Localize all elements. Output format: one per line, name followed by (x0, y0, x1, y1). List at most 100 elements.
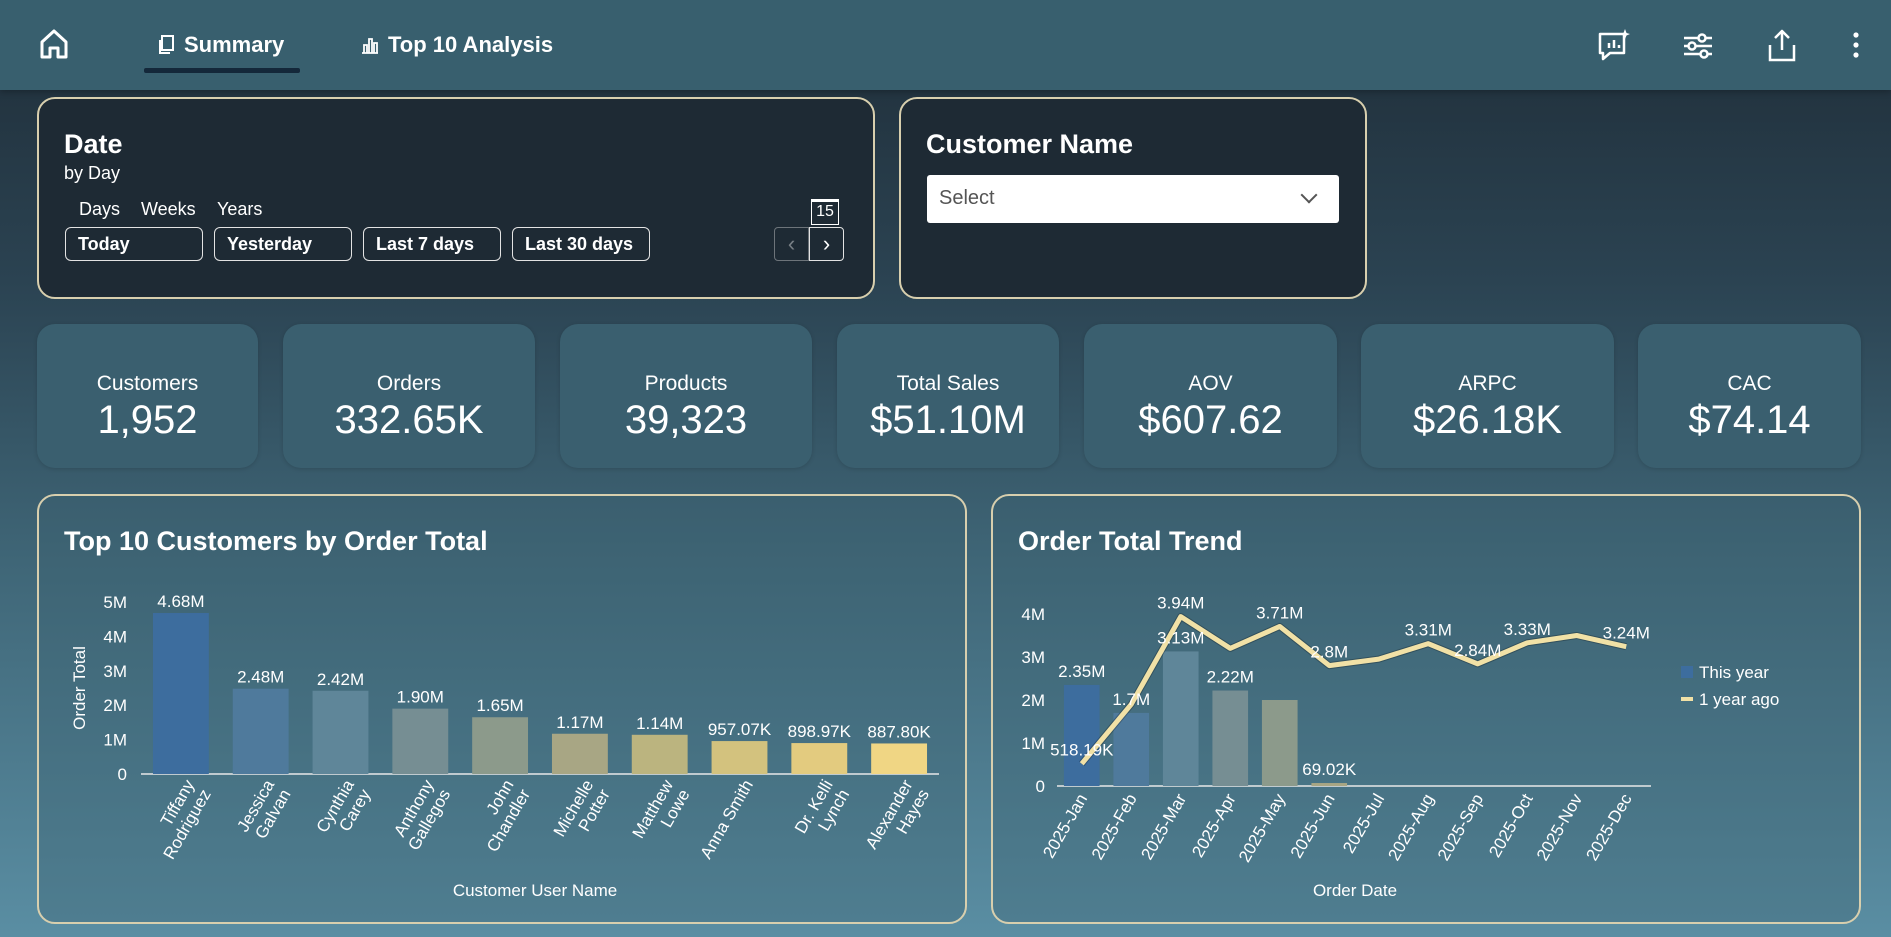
kpi-label: AOV (1188, 372, 1233, 395)
data-label: 1.14M (636, 714, 683, 733)
granularity-weeks[interactable]: Weeks (141, 199, 196, 219)
data-label: 3.31M (1405, 621, 1452, 640)
data-label: 518.19K (1050, 741, 1114, 760)
x-tick-label: JohnChandler (467, 776, 535, 855)
data-label: 3.94M (1157, 594, 1204, 613)
kpi-value: $607.62 (1138, 398, 1283, 442)
data-label: 4.68M (157, 592, 204, 611)
data-label: 3.33M (1504, 620, 1551, 639)
y-tick-label: 3M (103, 662, 127, 681)
y-tick-label: 0 (118, 765, 127, 784)
top10-chart-title: Top 10 Customers by Order Total (64, 526, 488, 556)
range-yesterday-button[interactable]: Yesterday (214, 227, 352, 261)
kpi-card-total-sales: Total Sales $51.10M (837, 324, 1059, 468)
x-tick-label: 2025-Sep (1434, 791, 1487, 864)
x-tick-label: MatthewLowe (629, 776, 694, 851)
bar (1311, 783, 1348, 786)
data-label: 2.22M (1207, 668, 1254, 687)
x-axis-label: Order Date (1313, 881, 1397, 900)
home-icon[interactable] (34, 24, 74, 64)
top10-customers-chart-panel: Top 10 Customers by Order Total 0 1M 2M 3M 4… (37, 494, 967, 924)
x-axis-label: Customer User Name (453, 881, 617, 900)
next-period-button[interactable]: › (809, 227, 844, 261)
range-today-button[interactable]: Today (65, 227, 203, 261)
customer-filter-title: Customer Name (926, 129, 1134, 159)
order-total-trend-chart: 0 1M 2M 3M 4M 2.35M 1.7M 3.13M 2.22M 69.02K 518.19… (1021, 594, 1779, 900)
kpi-card-aov: AOV $607.62 (1084, 324, 1337, 468)
bar-chart-icon (362, 38, 378, 54)
calendar-icon[interactable]: 15 (811, 199, 839, 225)
tab-summary[interactable]: Summary (158, 22, 284, 68)
customer-name-select[interactable]: Select (927, 175, 1339, 223)
customer-select-placeholder: Select (939, 187, 995, 209)
x-tick-label: AlexanderHayes (862, 776, 933, 862)
bar (472, 717, 529, 774)
bar (1212, 690, 1249, 786)
kpi-value: 332.65K (334, 398, 484, 442)
x-tick-label: CynthiaCarey (313, 776, 375, 845)
previous-period-button[interactable]: ‹ (774, 227, 809, 261)
range-last-7-days-button[interactable]: Last 7 days (363, 227, 501, 261)
data-label: 2.48M (237, 668, 284, 687)
x-tick-label: 2025-Dec (1582, 790, 1636, 864)
bar (1113, 712, 1150, 786)
x-tick-label: MichellePotter (550, 776, 614, 849)
date-filter-subtitle: by Day (64, 163, 121, 183)
kpi-value: $26.18K (1412, 398, 1563, 442)
calendar-day: 15 (816, 203, 834, 220)
kpi-value: $74.14 (1688, 398, 1811, 442)
x-tick-label: 2025-Oct (1485, 790, 1537, 860)
data-label: 887.80K (867, 722, 931, 741)
tab-top10-analysis[interactable]: Top 10 Analysis (360, 22, 553, 68)
customer-filter-panel: Customer Name Select (899, 97, 1367, 299)
top10-customers-bar-chart: 0 1M 2M 3M 4M 5M 4.68M TiffanyRodriguez 2.48M Jes… (70, 592, 939, 900)
bar (551, 733, 608, 774)
order-total-trend-panel: Order Total Trend 0 1M 2M 3M 4M 2.35M 1.7M 3.13… (991, 494, 1861, 924)
legend-swatch-this-year (1681, 666, 1693, 678)
y-tick-label: 1M (1021, 734, 1045, 753)
filter-settings-icon[interactable] (1678, 26, 1718, 66)
x-tick-label: 2025-Jan (1039, 791, 1091, 862)
granularity-days[interactable]: Days (79, 199, 121, 219)
date-filter-panel: Date by Day Days Weeks Years Today Yeste… (37, 97, 875, 299)
copy-icon (159, 35, 174, 54)
data-label: 1.90M (397, 688, 444, 707)
bar (711, 741, 768, 774)
kpi-card-customers: Customers 1,952 (37, 324, 258, 468)
data-label: 898.97K (788, 722, 852, 741)
trend-chart-title: Order Total Trend (1018, 526, 1243, 556)
x-tick-label: 2025-Mar (1137, 790, 1190, 863)
data-label: 1.7M (1112, 690, 1150, 709)
ai-insights-icon[interactable] (1594, 26, 1634, 66)
data-label: 1.65M (476, 696, 523, 715)
bar (312, 690, 369, 774)
share-export-icon[interactable] (1762, 26, 1802, 66)
kpi-label: Total Sales (896, 372, 1000, 395)
range-last-30-days-button[interactable]: Last 30 days (512, 227, 650, 261)
top-navigation-bar: Summary Top 10 Analysis (0, 0, 1891, 90)
x-tick-label: 2025-Apr (1188, 790, 1240, 860)
kpi-value: 1,952 (97, 398, 198, 442)
chevron-right-icon: › (822, 231, 831, 256)
data-label: 957.07K (708, 720, 772, 739)
kpi-label: Products (644, 372, 728, 395)
y-tick-label: 4M (1021, 605, 1045, 624)
chevron-left-icon: ‹ (787, 231, 796, 256)
y-tick-label: 5M (103, 593, 127, 612)
x-tick-label: 2025-May (1235, 790, 1290, 865)
chevron-down-icon (1300, 186, 1318, 204)
x-tick-label: Anna Smith (697, 777, 757, 863)
kpi-value: 39,323 (624, 398, 748, 442)
kpi-value: $51.10M (870, 398, 1026, 442)
granularity-years[interactable]: Years (217, 199, 263, 219)
bar (152, 613, 209, 774)
bar (631, 734, 688, 774)
bar (392, 708, 449, 774)
tab-top10-label: Top 10 Analysis (388, 32, 554, 57)
x-tick-label: 2025-Nov (1533, 790, 1587, 864)
more-options-icon[interactable] (1846, 26, 1866, 66)
x-tick-label: 2025-Aug (1384, 791, 1437, 864)
series-line-1-year-ago (1079, 614, 1627, 766)
x-tick-label: TiffanyRodriguez (143, 776, 215, 863)
legend-label: 1 year ago (1699, 690, 1779, 709)
